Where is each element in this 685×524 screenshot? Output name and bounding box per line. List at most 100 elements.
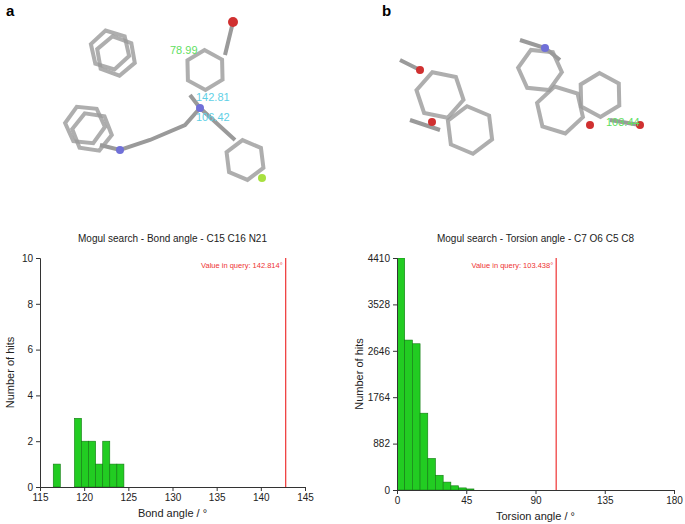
x-tick-label: 0 xyxy=(395,495,401,506)
molecule-a xyxy=(65,17,266,182)
x-tick-mark xyxy=(305,487,306,491)
angle-annotation: 103.44 xyxy=(606,116,640,128)
y-tick-label: 882 xyxy=(373,438,390,449)
panel-label: b xyxy=(382,2,391,19)
ring xyxy=(416,72,463,118)
x-tick-label: 140 xyxy=(253,492,270,503)
ring xyxy=(227,140,264,180)
x-tick: 120 xyxy=(76,487,93,503)
y-tick-label: 2 xyxy=(27,436,33,447)
x-axis-title: Bond angle / ° xyxy=(138,507,207,519)
y-tick-label: 0 xyxy=(384,485,390,496)
x-tick-label: 120 xyxy=(76,492,93,503)
x-tick: 90 xyxy=(530,490,542,506)
ring xyxy=(448,106,492,154)
x-tick: 140 xyxy=(253,487,270,503)
y-tick-label: 4 xyxy=(27,390,33,401)
x-axis-line xyxy=(398,491,675,495)
x-axis-title: Torsion angle / ° xyxy=(496,510,575,522)
y-tick: 1764 xyxy=(368,392,397,403)
y-tick: 3528 xyxy=(368,299,397,310)
bar xyxy=(110,464,117,487)
bar xyxy=(466,489,474,490)
ring xyxy=(537,87,583,134)
y-tick: 0 xyxy=(27,482,40,493)
x-tick-mark xyxy=(217,487,218,491)
bonds xyxy=(400,40,640,130)
bar xyxy=(428,458,436,490)
y-axis-title: Number of hits xyxy=(4,336,16,408)
y-axis-line xyxy=(36,259,41,488)
bonds xyxy=(100,22,235,150)
bar xyxy=(103,441,110,487)
bar xyxy=(397,258,405,490)
y-tick-label: 4410 xyxy=(368,253,391,264)
bar xyxy=(82,441,89,487)
y-tick-mark xyxy=(393,490,397,491)
y-tick: 2 xyxy=(27,436,40,447)
x-tick-mark xyxy=(605,490,606,494)
bar xyxy=(443,482,451,490)
y-tick-mark xyxy=(36,441,40,442)
x-tick-mark xyxy=(84,487,85,491)
y-tick-mark xyxy=(393,444,397,445)
bar xyxy=(451,486,459,490)
x-tick-mark xyxy=(536,490,537,494)
atom xyxy=(228,17,238,27)
y-tick-mark xyxy=(393,258,397,259)
y-tick-mark xyxy=(36,304,40,305)
atom xyxy=(116,146,124,154)
ring xyxy=(187,50,222,90)
y-tick-label: 8 xyxy=(27,299,33,310)
x-tick-label: 130 xyxy=(165,492,182,503)
x-tick-mark xyxy=(173,487,174,491)
x-tick-mark xyxy=(674,490,675,494)
atom xyxy=(258,174,266,182)
y-axis: 08821764264635284410 xyxy=(368,253,398,496)
query-label: Value in query: 142.814° xyxy=(201,261,283,270)
angle-annotation: 106.42 xyxy=(196,111,230,123)
chart-title: Mogul search - Bond angle - C15 C16 N21 xyxy=(78,233,267,244)
bar xyxy=(53,464,60,487)
angle-annotation: 78.99 xyxy=(170,44,198,56)
atom xyxy=(416,66,424,74)
bar xyxy=(89,441,96,487)
histogram-chart: Mogul search - Bond angle - C15 C16 N21 V… xyxy=(4,233,314,519)
y-tick-label: 10 xyxy=(22,253,34,264)
y-tick: 4 xyxy=(27,390,40,401)
bar xyxy=(60,487,67,488)
x-tick: 45 xyxy=(461,490,473,506)
x-tick: 115 xyxy=(33,487,49,503)
y-tick-mark xyxy=(36,395,40,396)
molecule-b xyxy=(400,40,644,154)
y-axis-line xyxy=(393,259,398,491)
bar xyxy=(412,344,420,490)
bar xyxy=(420,413,428,490)
plot-area xyxy=(53,258,285,487)
x-axis-line xyxy=(41,488,306,492)
x-tick: 145 xyxy=(297,487,314,503)
x-axis: 115120125130135140145 xyxy=(33,487,315,503)
histogram-chart: Mogul search - Torsion angle - C7 O6 C5 … xyxy=(353,233,683,522)
x-tick-label: 90 xyxy=(530,495,542,506)
y-tick-mark xyxy=(393,397,397,398)
y-tick: 882 xyxy=(373,438,397,449)
y-axis-title: Number of hits xyxy=(353,338,365,410)
ring xyxy=(581,73,620,117)
x-tick: 0 xyxy=(395,490,401,506)
y-tick-label: 0 xyxy=(27,482,33,493)
y-tick-label: 3528 xyxy=(368,299,391,310)
y-tick-mark xyxy=(36,487,40,488)
query-line xyxy=(285,258,286,487)
y-axis: 0 2 4 6 8 10 xyxy=(22,253,41,493)
y-tick-mark xyxy=(36,258,40,259)
chart-title: Mogul search - Torsion angle - C7 O6 C5 … xyxy=(437,233,635,244)
y-tick: 6 xyxy=(27,344,40,355)
y-tick: 8 xyxy=(27,299,40,310)
bar xyxy=(96,464,103,487)
y-tick-mark xyxy=(393,351,397,352)
query-line xyxy=(556,258,557,490)
x-tick-label: 180 xyxy=(666,495,683,506)
y-tick: 10 xyxy=(22,253,40,264)
y-tick: 4410 xyxy=(368,253,397,264)
